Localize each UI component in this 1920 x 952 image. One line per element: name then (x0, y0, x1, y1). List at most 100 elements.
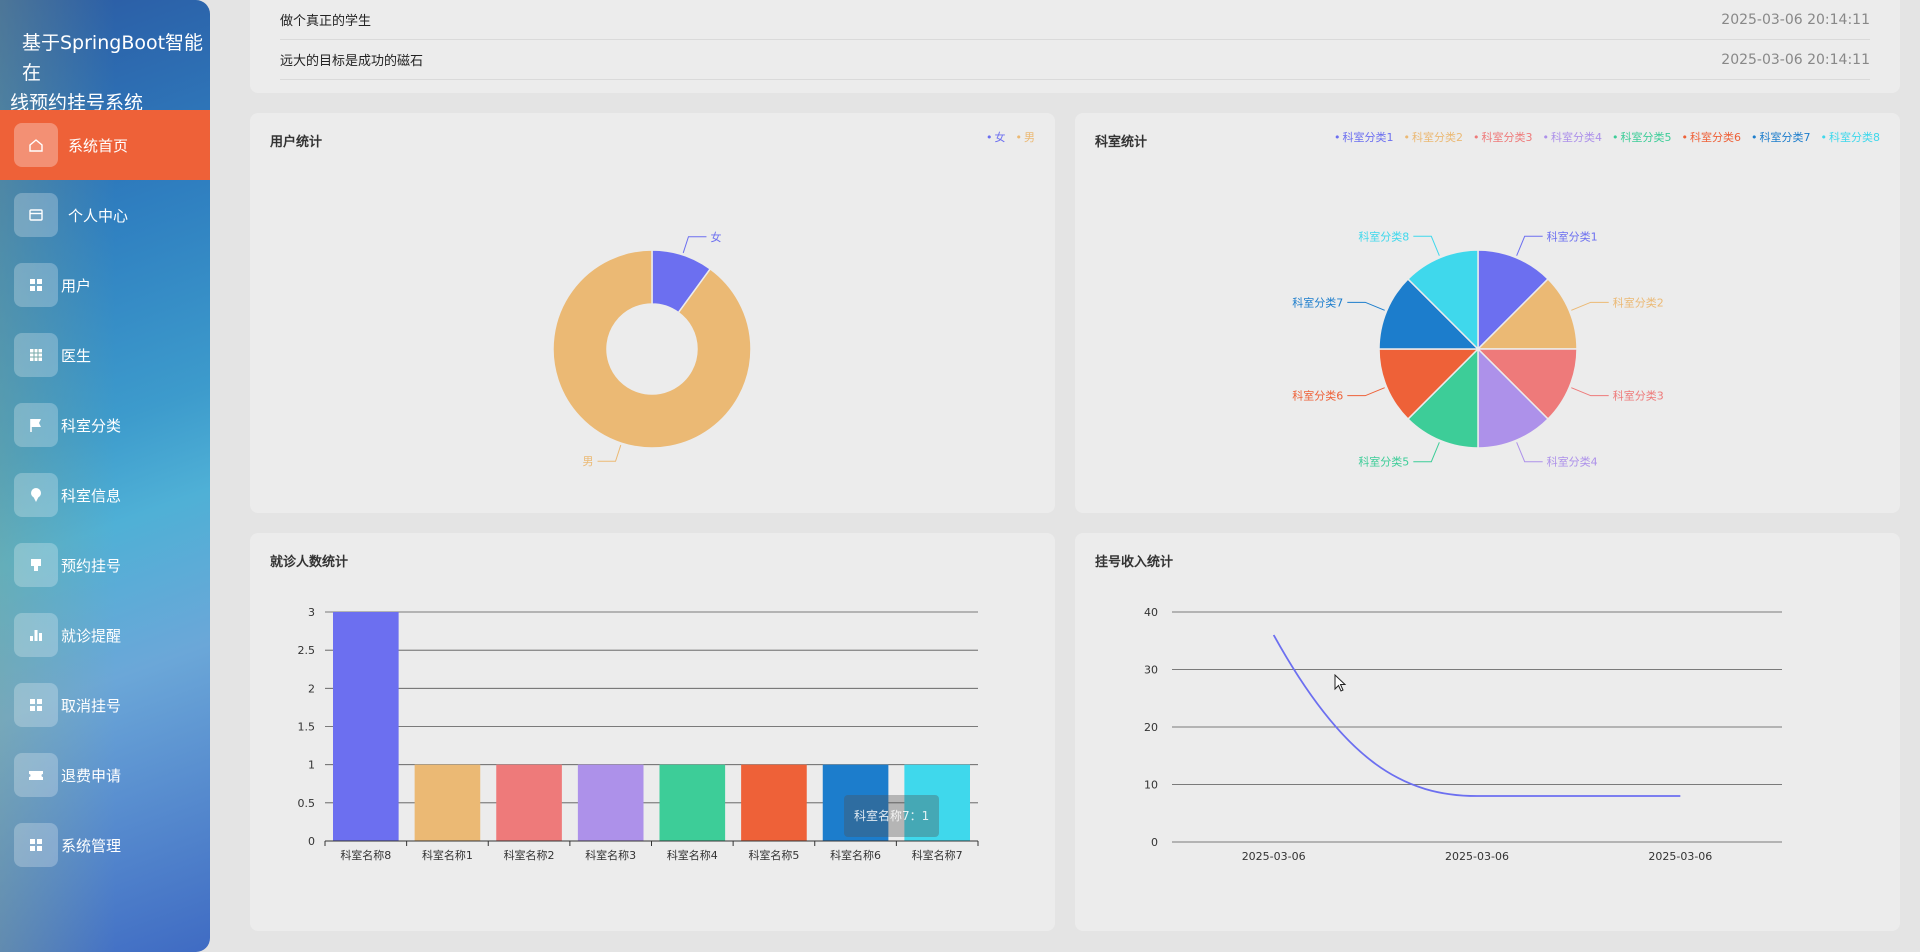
news-item[interactable]: 做个真正的学生 2025-03-06 20:14:11 (280, 0, 1870, 40)
grid-icon (14, 683, 58, 727)
x-tick-label: 科室名称3 (585, 848, 636, 862)
sidebar-item-1[interactable]: 系统首页 (0, 110, 210, 180)
y-tick-label: 3 (308, 606, 315, 619)
department-stats-title: 科室统计 (1095, 135, 1148, 150)
bar[interactable] (741, 764, 807, 841)
pie-label-line (1347, 387, 1385, 397)
pie-label-line (1413, 235, 1440, 256)
bar-chart-icon (14, 613, 58, 657)
bar[interactable] (822, 764, 889, 841)
sidebar-item-10[interactable]: 退费申请 (0, 740, 210, 810)
pie-label-line (1571, 301, 1609, 311)
sidebar-item-3[interactable]: 用户 (0, 250, 210, 320)
pie-label: 科室分类8 (1358, 229, 1409, 243)
sidebar-item-label: 医生 (61, 346, 92, 365)
sidebar-item-11[interactable]: 系统管理 (0, 810, 210, 880)
pie-label: 科室分类4 (1547, 455, 1598, 469)
y-tick-label: 40 (1144, 606, 1158, 619)
pie-label: 科室分类2 (1613, 295, 1664, 309)
sidebar-item-9[interactable]: 取消挂号 (0, 670, 210, 740)
bar[interactable] (414, 764, 481, 841)
sidebar-item-7[interactable]: 预约挂号 (0, 530, 210, 600)
bar[interactable] (659, 764, 726, 841)
pin-icon (14, 473, 58, 517)
user-stats-card: 用户统计 女男 女男 (250, 113, 1055, 513)
sidebar-item-label: 预约挂号 (61, 556, 122, 575)
pie-slice[interactable] (1476, 348, 1578, 421)
legend-item[interactable]: 科室分类1 (1334, 129, 1394, 145)
y-tick-label: 1 (308, 759, 315, 772)
user-stats-title: 用户统计 (270, 135, 323, 150)
legend-item[interactable]: 科室分类7 (1751, 129, 1811, 145)
pie-label-line (1516, 442, 1543, 463)
legend-item[interactable]: 科室分类8 (1821, 129, 1880, 145)
grid-icon (14, 263, 58, 307)
x-tick-label: 科室名称7 (912, 848, 963, 862)
legend-item[interactable]: 科室分类4 (1543, 129, 1602, 145)
pie-slice[interactable] (1477, 347, 1550, 449)
legend-item[interactable]: 男 (1016, 129, 1035, 145)
pie-label: 科室分类7 (1292, 295, 1343, 309)
pie-label-line (1571, 387, 1609, 397)
pie-slice[interactable] (1406, 249, 1479, 351)
sidebar-item-label: 取消挂号 (61, 696, 122, 715)
sidebar-item-4[interactable]: 医生 (0, 320, 210, 390)
pie-slice[interactable] (1406, 347, 1479, 449)
pie-label: 男 (583, 455, 594, 468)
pie-label-line (1516, 235, 1543, 256)
pie-label: 科室分类1 (1547, 229, 1598, 243)
sidebar-item-6[interactable]: 科室信息 (0, 460, 210, 530)
news-title[interactable]: 做个真正的学生 (280, 14, 372, 29)
visit-count-card: 就诊人数统计 0 0.5 1 1.5 2 2.5 3 科室名称8 科室名称1 科室名称2 科室名称3… (250, 533, 1055, 931)
pie-label: 科室分类6 (1292, 389, 1343, 403)
pie-slice[interactable] (1378, 348, 1480, 421)
sidebar: 基于SpringBoot智能在 线预约挂号系统 系统首页个人中心用户医生科室分类… (0, 0, 210, 952)
legend-item[interactable]: 科室分类5 (1612, 129, 1672, 145)
pie-slice[interactable] (1378, 277, 1480, 350)
news-item[interactable]: 远大的目标是成功的磁石 2025-03-06 20:14:11 (280, 40, 1870, 80)
sidebar-item-5[interactable]: 科室分类 (0, 390, 210, 460)
chart-tooltip: 科室名称7：1 (844, 795, 940, 837)
bar[interactable] (577, 764, 644, 841)
app-title-line2: 线预约挂号系统 (10, 92, 144, 114)
bar[interactable] (333, 612, 399, 841)
legend-item[interactable]: 科室分类2 (1404, 129, 1463, 145)
pie-label: 科室分类5 (1358, 455, 1409, 469)
revenue-chart: 0 10 20 30 40 2025-03-06 2025-03-06 2025-03-06 (1144, 606, 1782, 863)
x-tick-label: 科室名称1 (422, 848, 473, 862)
pie-label-line (597, 444, 622, 462)
flag-icon (14, 403, 58, 447)
sidebar-item-2[interactable]: 个人中心 (0, 180, 210, 250)
table-icon (14, 333, 58, 377)
y-tick-label: 10 (1144, 779, 1158, 792)
user-stats-chart: 女男 (552, 230, 752, 468)
legend-item[interactable]: 科室分类6 (1682, 129, 1741, 145)
visit-count-title: 就诊人数统计 (270, 555, 349, 570)
news-date: 2025-03-06 20:14:11 (1721, 11, 1870, 28)
pie-slice[interactable] (1477, 249, 1550, 351)
series-line[interactable] (1272, 634, 1681, 797)
department-stats-chart: 科室分类1 科室分类2 科室分类3 科室分类4 科室分类5 科室分类6 科室分类7 科室分类8 (1292, 229, 1664, 469)
sidebar-item-label: 个人中心 (68, 206, 129, 225)
mouse-cursor-icon (1334, 674, 1347, 692)
x-tick-label: 2025-03-06 (1648, 850, 1712, 863)
sidebar-item-8[interactable]: 就诊提醒 (0, 600, 210, 670)
x-tick-label: 科室名称6 (830, 848, 881, 862)
legend-item[interactable]: 女 (986, 129, 1006, 145)
user-stats-legend[interactable]: 女男 (976, 129, 1036, 145)
legend-item[interactable]: 科室分类3 (1473, 129, 1533, 145)
bar[interactable] (496, 764, 562, 841)
pie-label-line (682, 236, 707, 254)
bar[interactable] (904, 764, 970, 841)
y-tick-label: 0 (1151, 836, 1158, 849)
y-tick-label: 1.5 (298, 721, 316, 734)
app-title: 基于SpringBoot智能在 线预约挂号系统 (0, 0, 210, 114)
news-title[interactable]: 远大的目标是成功的磁石 (280, 54, 424, 69)
pie-slice[interactable] (1476, 277, 1578, 350)
department-stats-legend[interactable]: 科室分类1 科室分类2 科室分类3 科室分类4 科室分类5 科室分类6 科室分类7 科室分类8 (1324, 129, 1881, 145)
x-tick-label: 科室名称5 (748, 848, 799, 862)
y-tick-label: 2.5 (298, 644, 316, 657)
pie-slice[interactable] (552, 249, 752, 449)
sidebar-item-label: 退费申请 (61, 766, 122, 785)
x-tick-label: 2025-03-06 (1445, 850, 1509, 863)
